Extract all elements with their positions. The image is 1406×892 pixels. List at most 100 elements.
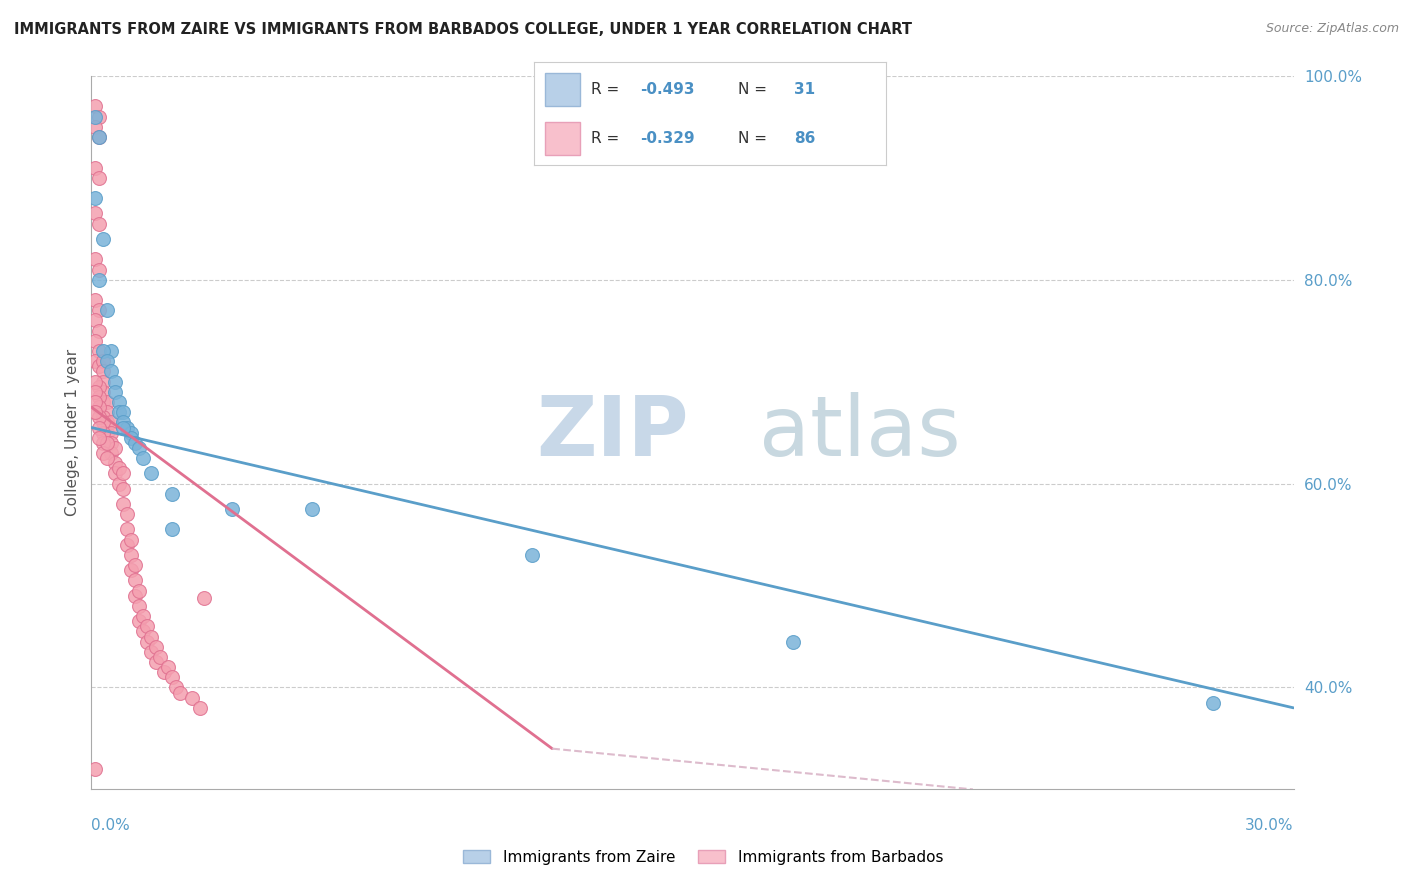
Point: [160, 670, 183, 684]
Point: [156, 660, 179, 674]
Point: [93, 446, 115, 460]
Point: [96, 395, 118, 409]
Text: N =: N =: [738, 131, 772, 146]
Point: [104, 456, 127, 470]
Point: [93, 354, 115, 368]
Point: [145, 655, 167, 669]
Point: [89, 262, 111, 277]
Text: 0.0%: 0.0%: [91, 818, 131, 832]
Point: [128, 599, 150, 613]
Point: [89, 110, 111, 124]
Point: [89, 390, 111, 404]
Point: [84, 110, 107, 124]
Point: [104, 375, 127, 389]
Point: [169, 685, 191, 699]
Point: [89, 410, 111, 425]
Point: [141, 630, 163, 644]
Point: [84, 293, 107, 307]
Point: [84, 161, 107, 175]
Point: [89, 217, 111, 231]
Text: -0.493: -0.493: [640, 81, 695, 96]
Point: [108, 405, 131, 419]
Y-axis label: College, Under 1 year: College, Under 1 year: [65, 349, 80, 516]
Point: [93, 384, 115, 399]
Point: [93, 435, 115, 450]
Text: ZIP: ZIP: [536, 392, 689, 473]
Point: [100, 416, 122, 430]
Point: [93, 410, 115, 425]
Point: [84, 375, 107, 389]
Text: R =: R =: [591, 131, 624, 146]
Text: R =: R =: [591, 81, 624, 96]
Point: [112, 405, 135, 419]
Point: [180, 690, 202, 705]
Point: [84, 762, 107, 776]
Point: [84, 395, 107, 409]
Point: [117, 538, 139, 552]
FancyBboxPatch shape: [544, 73, 581, 105]
Point: [112, 467, 135, 481]
Point: [100, 435, 122, 450]
Point: [128, 441, 150, 455]
Text: N =: N =: [738, 81, 772, 96]
Point: [104, 441, 127, 455]
Point: [188, 701, 211, 715]
Point: [121, 563, 143, 577]
Point: [84, 191, 107, 205]
Point: [160, 523, 183, 537]
Point: [160, 487, 183, 501]
Point: [104, 384, 127, 399]
Point: [93, 416, 115, 430]
Point: [301, 502, 323, 516]
Point: [100, 344, 122, 359]
Point: [124, 558, 146, 573]
Point: [84, 334, 107, 348]
Point: [89, 303, 111, 318]
Point: [108, 461, 131, 475]
Point: [96, 405, 118, 419]
Point: [148, 649, 170, 664]
Point: [89, 324, 111, 338]
Text: 86: 86: [794, 131, 815, 146]
Point: [124, 574, 146, 588]
Point: [93, 375, 115, 389]
Point: [221, 502, 243, 516]
Point: [89, 359, 111, 374]
Point: [152, 665, 174, 680]
Point: [84, 252, 107, 267]
Point: [121, 431, 143, 445]
Point: [84, 354, 107, 368]
Point: [96, 416, 118, 430]
Point: [117, 420, 139, 434]
Point: [89, 420, 111, 434]
Point: [96, 451, 118, 466]
Point: [104, 467, 127, 481]
Point: [132, 451, 155, 466]
Point: [121, 548, 143, 562]
Text: -0.329: -0.329: [640, 131, 695, 146]
Point: [100, 425, 122, 440]
Point: [121, 425, 143, 440]
Text: atlas: atlas: [759, 392, 960, 473]
Point: [132, 609, 155, 624]
Point: [124, 435, 146, 450]
Point: [112, 420, 135, 434]
Point: [136, 619, 159, 633]
Point: [117, 523, 139, 537]
Text: 30.0%: 30.0%: [1246, 818, 1294, 832]
Point: [121, 533, 143, 547]
Point: [89, 431, 111, 445]
Point: [108, 395, 131, 409]
Point: [84, 313, 107, 327]
Point: [93, 364, 115, 378]
Point: [89, 380, 111, 394]
Point: [141, 645, 163, 659]
Point: [112, 482, 135, 496]
Point: [1202, 696, 1225, 710]
Point: [89, 130, 111, 145]
Point: [84, 120, 107, 134]
Point: [93, 395, 115, 409]
Point: [84, 99, 107, 113]
Point: [124, 589, 146, 603]
Point: [100, 364, 122, 378]
